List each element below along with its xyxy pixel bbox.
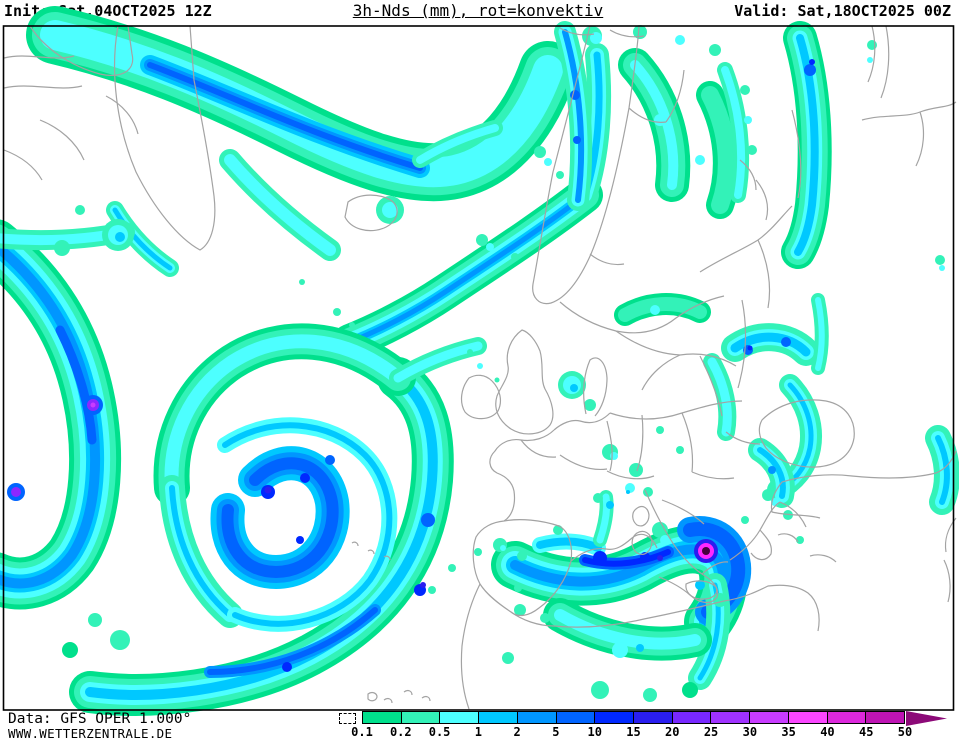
legend-tick-label: 0.2: [389, 725, 412, 739]
legend-tick-label: 30: [742, 725, 758, 739]
legend-trace-box: [339, 713, 356, 724]
legend-cell: [671, 712, 711, 723]
legend-tick-label: 35: [781, 725, 796, 739]
legend-tick-label: 2: [513, 725, 521, 739]
legend-cell: [594, 712, 634, 723]
website-credit: WWW.WETTERZENTRALE.DE: [8, 726, 173, 741]
legend-cell: [400, 712, 440, 723]
legend-tick-label: 0.1: [351, 725, 373, 739]
legend-cell: [555, 712, 595, 723]
legend-tick-label: 15: [626, 725, 641, 739]
legend-cell: [363, 712, 401, 723]
legend-tick-label: 5: [552, 725, 560, 739]
legend-labels: 0.1 0.2 0.5 1 2 5 10 15 20 25 30 35 40 45 50: [351, 725, 912, 741]
legend-cell: [749, 712, 788, 723]
valid-datetime-label: Valid: Sat,18OCT2025 00Z: [734, 2, 951, 20]
coastline-layer: [3, 25, 957, 710]
legend-cell: [710, 712, 750, 723]
legend-tick-label: 1: [474, 725, 482, 739]
legend-overflow-arrow: [906, 711, 947, 726]
legend-cell: [633, 712, 672, 723]
legend-cell: [787, 712, 827, 723]
init-datetime-label: Init: Sat,04OCT2025 12Z: [4, 2, 212, 20]
map-title: 3h-Nds (mm), rot=konvektiv: [352, 1, 604, 20]
legend-tick-label: 50: [897, 725, 913, 739]
legend-tick-label: 20: [665, 725, 680, 739]
legend-cell: [826, 712, 866, 723]
legend-tick-label: 25: [703, 725, 719, 739]
legend-cell: [439, 712, 479, 723]
legend-tick-label: 45: [858, 725, 874, 739]
legend-tick-label: 10: [587, 725, 602, 739]
legend-color-bar: [362, 711, 905, 724]
legend-tick-label: 0.5: [428, 725, 451, 739]
legend-tick-label: 40: [820, 725, 835, 739]
legend-cell: [516, 712, 556, 723]
data-source-label: Data: GFS OPER 1.000°: [8, 711, 192, 727]
legend-cell: [865, 712, 905, 723]
map-frame: [2, 25, 955, 711]
legend-cell: [478, 712, 517, 723]
legend: 0.1 0.2 0.5 1 2 5 10 15 20 25 30 35 40 45 50: [0, 710, 959, 741]
